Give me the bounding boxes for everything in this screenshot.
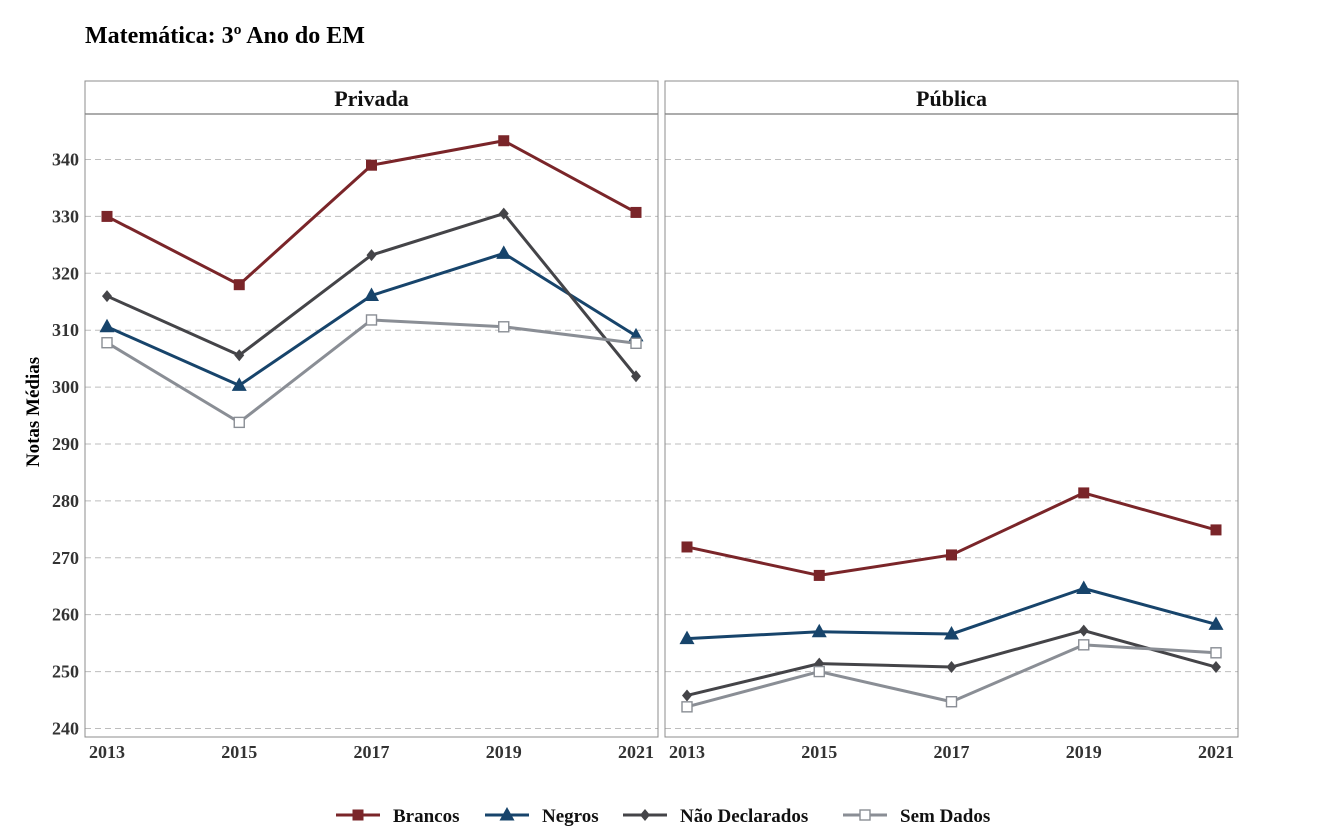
x-tick-label: 2015 (221, 742, 257, 762)
x-tick-label: 2013 (669, 742, 705, 762)
data-point (681, 541, 693, 553)
legend: Brancos Negros Não Declarados Sem Dados (336, 806, 990, 827)
data-point (99, 318, 115, 333)
data-point (365, 314, 378, 326)
data-point (681, 701, 693, 713)
data-point (101, 337, 113, 349)
data-point (946, 549, 957, 561)
data-point (1078, 639, 1090, 651)
series-negros (679, 580, 1224, 645)
data-point (1208, 616, 1224, 630)
legend-swatch-marker (859, 809, 871, 821)
panel-border (84, 113, 659, 738)
y-tick-label: 280 (52, 491, 79, 511)
data-point (813, 665, 825, 678)
legend-label: Não Declarados (680, 806, 808, 827)
x-tick-label: 2021 (1198, 742, 1234, 762)
data-point (945, 696, 958, 708)
y-tick-label: 270 (52, 548, 79, 568)
x-tick-label: 2017 (354, 742, 390, 762)
data-point (679, 630, 695, 645)
data-point (366, 249, 377, 262)
data-point (498, 321, 510, 333)
data-point (233, 416, 245, 429)
data-point (944, 626, 959, 640)
data-point (231, 377, 247, 391)
x-tick-label: 2015 (801, 742, 837, 762)
facet-panels: Privada 2013 2015 2017 2019 2021 240 250 260 270 2… (52, 80, 1239, 762)
data-point (101, 210, 113, 222)
data-point (811, 623, 827, 638)
data-point (498, 135, 510, 147)
data-point (1211, 661, 1221, 674)
x-tick-label: 2017 (934, 742, 970, 762)
data-point (364, 287, 379, 301)
legend-label: Sem Dados (900, 806, 990, 827)
y-tick-label: 320 (52, 263, 79, 283)
x-tick-label: 2019 (486, 742, 522, 762)
facet-strip (664, 80, 1239, 115)
chart-title: Matemática: 3º Ano do EM (85, 23, 365, 49)
panel-border (664, 113, 1239, 738)
data-point (1210, 524, 1222, 536)
legend-item-sem-dados: Sem Dados (843, 806, 990, 827)
data-point (498, 207, 509, 220)
y-tick-label: 340 (52, 150, 79, 170)
y-tick-label: 250 (52, 662, 79, 682)
series-line (686, 491, 1217, 577)
series-nao-declarados (682, 624, 1221, 702)
y-tick-label: 300 (52, 377, 79, 397)
facet-label: Privada (334, 86, 409, 111)
panel-publica: Pública 2013 2015 2017 2019 2021 (664, 80, 1239, 762)
y-axis-label: Notas Médias (23, 357, 44, 467)
data-point (631, 370, 641, 383)
data-point (813, 569, 825, 581)
legend-label: Brancos (393, 806, 460, 827)
data-point (682, 689, 692, 702)
legend-swatch-marker (640, 809, 650, 821)
y-tick-label: 310 (52, 320, 79, 340)
data-point (1078, 487, 1090, 499)
data-point (946, 661, 957, 674)
data-point (233, 279, 245, 291)
data-point (1078, 624, 1089, 637)
data-point (496, 245, 512, 259)
legend-label: Negros (542, 806, 599, 827)
y-tick-label: 330 (52, 206, 79, 226)
series-brancos (101, 135, 642, 291)
legend-item-brancos: Brancos (336, 806, 460, 827)
legend-item-nao-declarados: Não Declarados (623, 806, 808, 827)
series-sem-dados (101, 314, 642, 429)
series-negros (99, 245, 644, 391)
series-sem-dados (681, 639, 1222, 713)
data-point (366, 159, 377, 171)
panel-privada: Privada 2013 2015 2017 2019 2021 240 250 260 270 2… (52, 80, 659, 762)
y-tick-label: 290 (52, 434, 79, 454)
x-tick-label: 2019 (1066, 742, 1102, 762)
data-point (1210, 647, 1222, 659)
data-point (102, 290, 112, 303)
x-tick-label: 2013 (89, 742, 125, 762)
series-line (106, 318, 637, 424)
facet-label: Pública (916, 86, 987, 111)
data-point (1076, 580, 1092, 595)
x-tick-label: 2021 (618, 742, 654, 762)
legend-swatch-marker (499, 807, 515, 821)
data-point (630, 206, 642, 218)
series-brancos (681, 487, 1222, 581)
y-tick-label: 240 (52, 718, 79, 738)
y-tick-label: 260 (52, 605, 79, 625)
facet-strip (84, 80, 659, 115)
series-nao-declarados (102, 207, 641, 383)
legend-item-negros: Negros (485, 806, 599, 827)
data-point (234, 349, 245, 362)
data-point (630, 337, 642, 349)
legend-swatch-marker (352, 809, 364, 821)
